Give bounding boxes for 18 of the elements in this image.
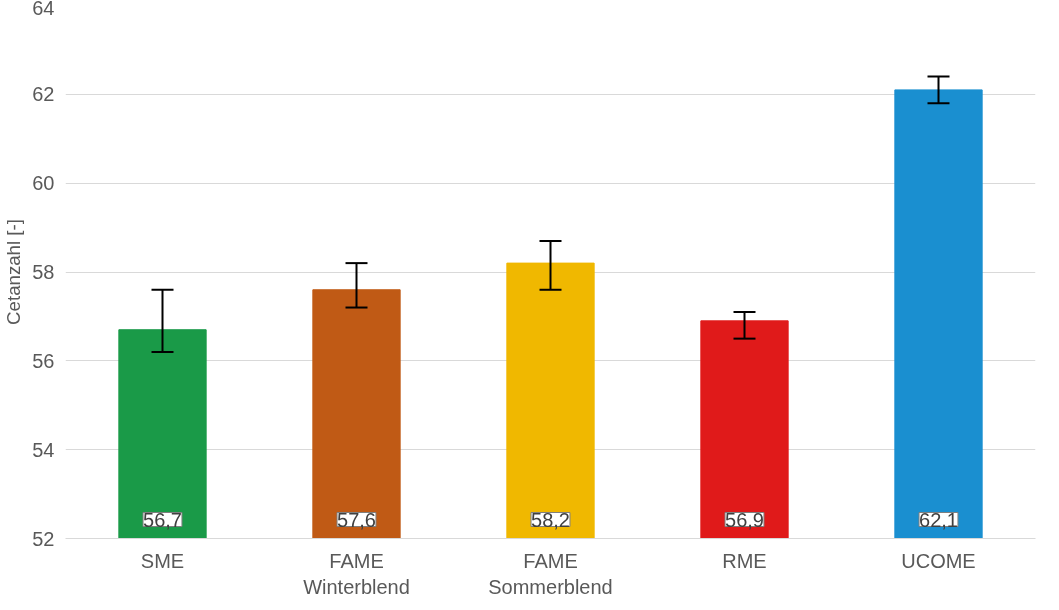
data-label: 57,6 bbox=[337, 508, 376, 531]
x-tick-label: UCOME bbox=[901, 549, 976, 572]
data-label: 58,2 bbox=[531, 508, 570, 531]
y-tick-label: 54 bbox=[32, 438, 55, 461]
x-tick-label: SME bbox=[140, 549, 185, 572]
y-tick-label: 58 bbox=[32, 261, 55, 283]
y-tick-label: 60 bbox=[32, 172, 55, 195]
data-label: 62,1 bbox=[919, 508, 958, 531]
y-axis-title: Cetanzahl [-] bbox=[3, 219, 25, 325]
y-tick-label: 52 bbox=[32, 527, 55, 550]
data-label: 56,7 bbox=[143, 508, 182, 531]
y-tick-label: 62 bbox=[32, 83, 55, 106]
data-label: 56,9 bbox=[725, 508, 764, 531]
x-tick-label: RME bbox=[722, 549, 767, 572]
y-tick-label: 64 bbox=[32, 0, 55, 19]
y-tick-label: 56 bbox=[32, 349, 55, 372]
x-tick-label: FAME Sommerblend bbox=[488, 549, 613, 598]
x-tick-label: FAME Winterblend bbox=[303, 549, 410, 598]
